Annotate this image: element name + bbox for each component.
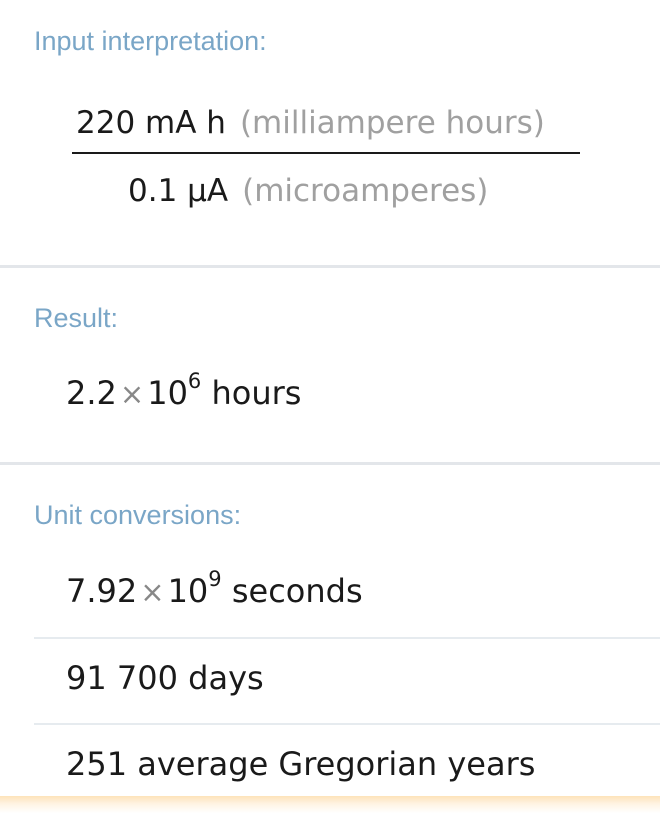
numerator-value: 220 mA h xyxy=(76,105,226,141)
denominator-value: 0.1 μA xyxy=(128,173,229,209)
result-unit: hours xyxy=(211,374,302,412)
seconds-base: 10 xyxy=(167,572,209,610)
result-base: 10 xyxy=(147,374,188,412)
pod-divider xyxy=(0,462,660,465)
conversion-seconds: 7.92 ×109 seconds xyxy=(66,569,363,610)
times-sign: × xyxy=(140,575,165,609)
seconds-unit: seconds xyxy=(231,572,363,610)
numerator-unit-name: (milliampere hours) xyxy=(239,105,545,141)
fraction-numerator: 220 mA h (milliampere hours) xyxy=(76,105,545,141)
unit-conversions-title: Unit conversions: xyxy=(34,500,242,530)
denominator-unit-name: (microamperes) xyxy=(242,173,489,209)
seconds-exponent: 9 xyxy=(208,567,222,592)
conversion-years: 251 average Gregorian years xyxy=(66,745,536,783)
fraction-bar xyxy=(72,152,580,154)
bottom-edge-bar xyxy=(0,796,660,813)
conversion-days: 91 700 days xyxy=(66,659,264,697)
fraction-denominator: 0.1 μA (microamperes) xyxy=(128,173,488,209)
result-mantissa: 2.2 xyxy=(66,374,117,412)
times-sign: × xyxy=(119,377,145,411)
result-title: Result: xyxy=(34,303,119,333)
pod-divider xyxy=(0,265,660,268)
seconds-mantissa: 7.92 xyxy=(66,572,138,610)
row-divider xyxy=(34,637,660,639)
result-value: 2.2 ×106 hours xyxy=(66,371,302,412)
row-divider xyxy=(34,723,660,725)
result-exponent: 6 xyxy=(187,369,202,394)
input-interpretation-title: Input interpretation: xyxy=(34,26,267,56)
